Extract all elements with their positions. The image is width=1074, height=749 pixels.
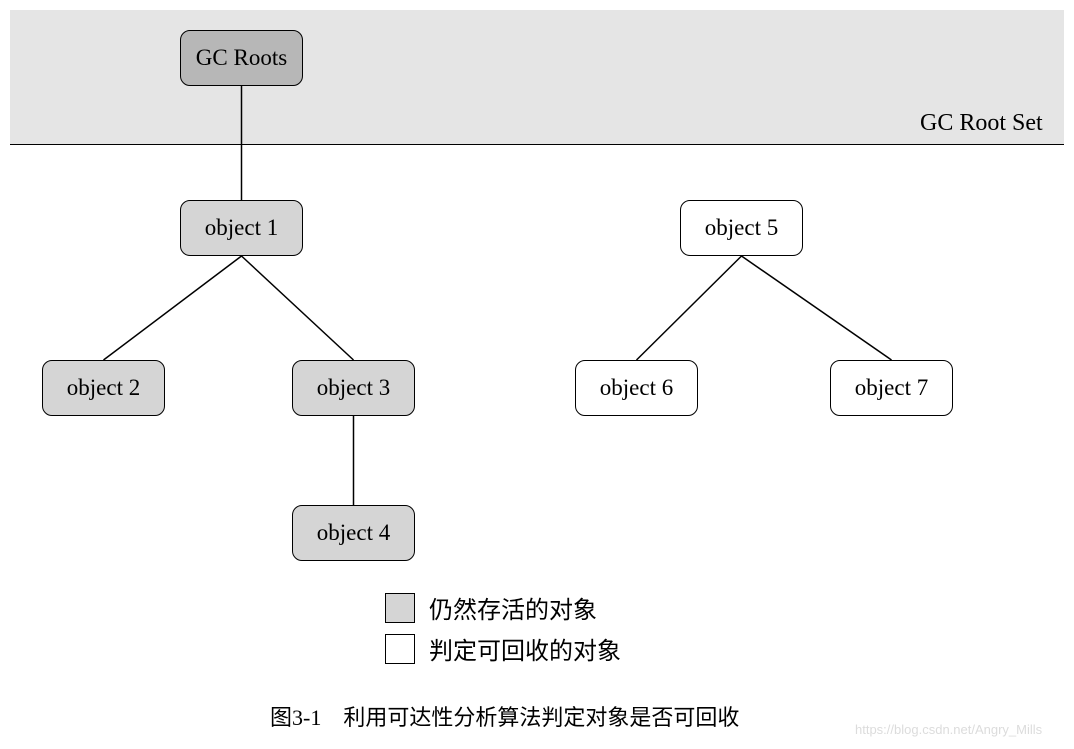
- watermark: https://blog.csdn.net/Angry_Mills: [855, 722, 1042, 737]
- gc-root-set-label: GC Root Set: [920, 110, 1043, 137]
- legend-row-collectible: 判定可回收的对象: [385, 631, 621, 666]
- legend-swatch-collectible: [385, 634, 415, 664]
- legend: 仍然存活的对象 判定可回收的对象: [385, 590, 621, 666]
- gc-root-set-band: [10, 10, 1064, 145]
- legend-label-collectible: 判定可回收的对象: [429, 631, 621, 666]
- edge-obj5-obj7: [742, 256, 892, 360]
- legend-label-alive: 仍然存活的对象: [429, 590, 597, 625]
- edge-obj1-obj2: [104, 256, 242, 360]
- legend-row-alive: 仍然存活的对象: [385, 590, 621, 625]
- node-obj1: object 1: [180, 200, 303, 256]
- node-gcroot: GC Roots: [180, 30, 303, 86]
- figure-caption: 图3-1 利用可达性分析算法判定对象是否可回收: [270, 700, 739, 732]
- node-obj5: object 5: [680, 200, 803, 256]
- diagram-canvas: GC Root Set 仍然存活的对象 判定可回收的对象 图3-1 利用可达性分…: [0, 0, 1074, 749]
- node-obj3: object 3: [292, 360, 415, 416]
- edge-obj1-obj3: [242, 256, 354, 360]
- legend-swatch-alive: [385, 593, 415, 623]
- node-obj7: object 7: [830, 360, 953, 416]
- edge-obj5-obj6: [637, 256, 742, 360]
- node-obj4: object 4: [292, 505, 415, 561]
- node-obj6: object 6: [575, 360, 698, 416]
- node-obj2: object 2: [42, 360, 165, 416]
